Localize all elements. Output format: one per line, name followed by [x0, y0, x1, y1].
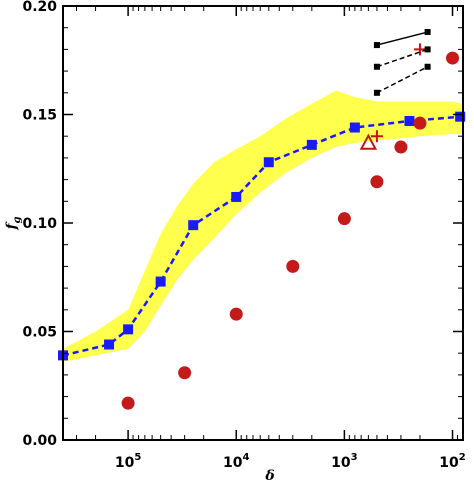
legend-line-marker	[373, 89, 380, 96]
legend-line-marker	[424, 29, 431, 36]
plus-point	[370, 130, 383, 143]
circle-point	[370, 175, 384, 189]
legend-line-marker	[424, 63, 431, 70]
circle-point	[121, 396, 135, 410]
extra-points-layer	[359, 43, 426, 150]
x-tick-label: 104	[223, 452, 249, 471]
circle-point	[394, 140, 408, 154]
square-point	[455, 111, 466, 122]
circle-point	[178, 366, 192, 380]
square-point	[104, 339, 115, 350]
legend-line-solid	[376, 31, 428, 46]
y-tick-label: 0.00	[22, 433, 57, 449]
square-point	[306, 139, 317, 150]
series-layer	[58, 51, 466, 410]
confidence-band-layer	[63, 90, 462, 362]
square-point	[155, 276, 166, 287]
legend-lines-layer	[373, 29, 431, 96]
confidence-band	[63, 90, 462, 362]
plot-frame	[62, 5, 464, 441]
x-tick-label: 102	[439, 452, 465, 471]
square-point	[263, 157, 274, 168]
y-tick-label: 0.10	[22, 216, 57, 232]
x-axis-title: δ	[264, 468, 274, 484]
triangle-point	[359, 133, 378, 150]
legend-line-dashed	[376, 48, 428, 68]
plus-point	[413, 43, 426, 56]
square-point	[404, 116, 415, 127]
circle-point	[229, 307, 243, 321]
legend-line-marker	[424, 46, 431, 53]
circle-point	[446, 51, 460, 65]
legend-line-marker	[373, 63, 380, 70]
y-axis-title: fg	[4, 216, 23, 230]
circle-point	[337, 212, 351, 226]
legend-line-marker	[373, 42, 380, 49]
square-point	[123, 324, 134, 335]
y-tick-label: 0.05	[22, 325, 57, 341]
square-point	[349, 122, 360, 133]
y-tick-label: 0.20	[22, 0, 57, 15]
legend-line-dashed	[376, 66, 428, 94]
ticks-layer: 0.00 0.05 0.10 0.15 0.20 105 104 103 102	[22, 0, 465, 471]
circle-point	[413, 116, 427, 130]
square-point	[231, 191, 242, 202]
circle-point	[286, 259, 300, 273]
x-tick-label: 105	[115, 452, 141, 471]
y-tick-label: 0.15	[22, 108, 57, 124]
x-tick-label: 103	[331, 452, 357, 471]
square-point	[188, 220, 199, 231]
